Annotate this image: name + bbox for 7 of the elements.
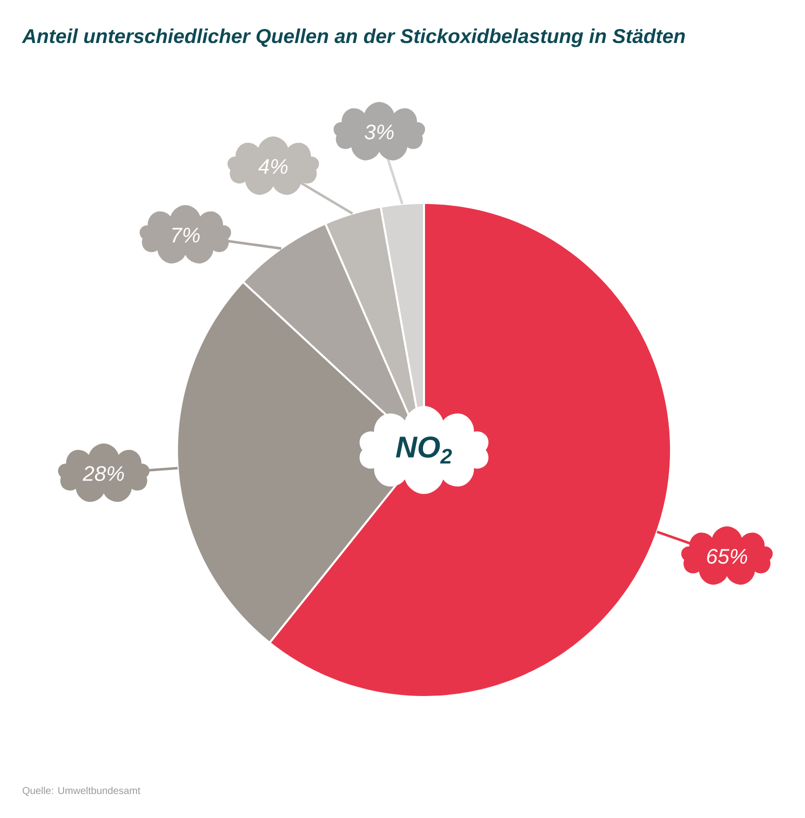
chart-title: Anteil unterschiedlicher Quellen an der Stickoxidbelastung in Städten: [22, 28, 685, 48]
data-label: 28%: [82, 466, 124, 481]
text: NO$_{2}$: [396, 436, 452, 464]
source-note: Quelle: Umweltbundesamt: [22, 786, 140, 796]
data-label: 3%: [364, 124, 394, 140]
data-label: 4%: [258, 159, 288, 174]
data-label: 7%: [172, 228, 200, 242]
